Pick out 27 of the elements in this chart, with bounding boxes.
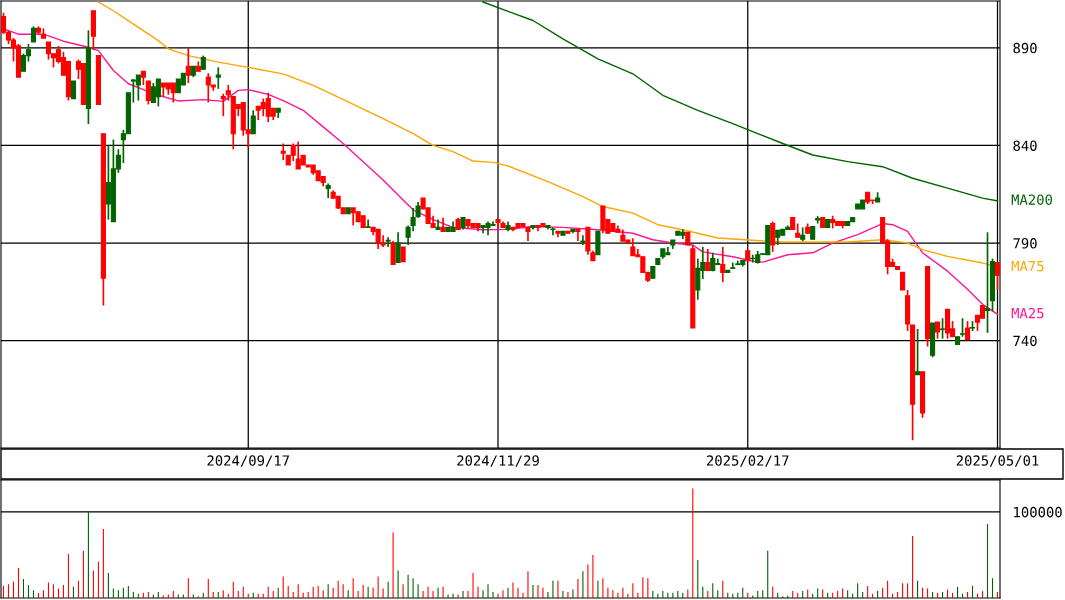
series-label: MA75 [1011, 260, 1044, 272]
line-series [482, 1, 999, 202]
candlestick [580, 234, 586, 246]
y-tick-label: 740 [1013, 335, 1037, 347]
candlestick [730, 261, 736, 270]
series-label: MA25 [1011, 307, 1044, 319]
candlestick [685, 231, 691, 246]
x-tick-label: 2024/11/29 [457, 455, 539, 467]
candlestick [745, 250, 751, 262]
candlestick [365, 218, 371, 229]
y-tick-label: 890 [1013, 42, 1037, 54]
candlestick [400, 246, 406, 263]
candlestick [565, 230, 571, 235]
candlestick [959, 317, 966, 338]
candlestick [650, 265, 656, 280]
y-tick-label: 100000 [1014, 506, 1062, 518]
y-tick-label: 790 [1013, 238, 1037, 249]
candlestick [345, 207, 351, 215]
candlestick [385, 236, 391, 248]
x-tick-label: 2025/02/17 [706, 455, 789, 467]
candlestick [810, 225, 816, 240]
series-label: MA200 [1011, 194, 1053, 205]
x-tick-label: 2024/09/17 [207, 455, 290, 467]
y-tick-label: 840 [1013, 140, 1037, 151]
candlestick [940, 317, 946, 340]
x-tick-label: 2025/05/01 [956, 455, 1039, 467]
candlestick [595, 230, 601, 256]
